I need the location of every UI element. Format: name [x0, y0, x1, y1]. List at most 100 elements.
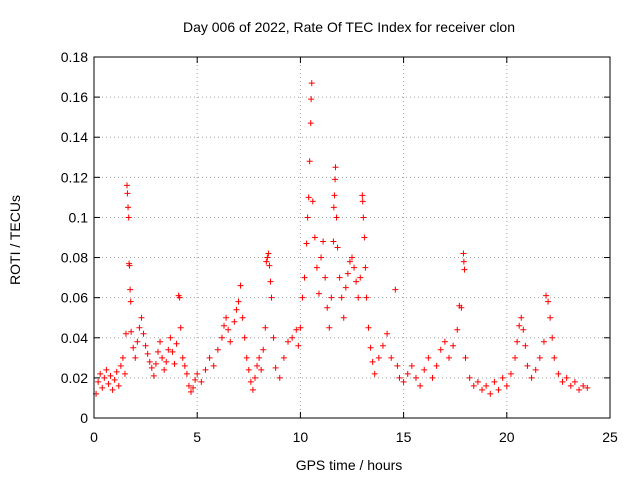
- data-point: [260, 346, 267, 353]
- data-point: [192, 376, 199, 383]
- data-point: [140, 330, 147, 337]
- data-point: [462, 354, 469, 361]
- data-point: [142, 342, 149, 349]
- data-point: [267, 278, 274, 285]
- data-point: [251, 374, 258, 381]
- data-point: [342, 284, 349, 291]
- data-point: [524, 362, 531, 369]
- data-point: [198, 378, 205, 385]
- data-point: [239, 314, 246, 321]
- data-point: [254, 362, 261, 369]
- data-point: [394, 362, 401, 369]
- data-point: [179, 354, 186, 361]
- y-tick-label: 0.18: [61, 49, 88, 65]
- data-point: [516, 322, 523, 329]
- data-point: [111, 376, 118, 383]
- data-point: [580, 382, 587, 389]
- data-point: [272, 364, 279, 371]
- data-point: [392, 286, 399, 293]
- data-point: [384, 330, 391, 337]
- data-point: [421, 366, 428, 373]
- y-tick-label: 0.08: [61, 250, 88, 266]
- data-point: [130, 344, 137, 351]
- data-point: [543, 292, 550, 299]
- data-point: [361, 234, 368, 241]
- data-point: [362, 264, 369, 271]
- data-point: [375, 354, 382, 361]
- x-tick-label: 5: [193, 429, 201, 445]
- data-point: [101, 374, 108, 381]
- data-point: [340, 314, 347, 321]
- data-point: [330, 238, 337, 245]
- data-point: [584, 384, 591, 391]
- data-point: [417, 382, 424, 389]
- data-point: [264, 254, 271, 261]
- data-point: [359, 198, 366, 205]
- data-point: [388, 354, 395, 361]
- data-point: [293, 326, 300, 333]
- data-point: [124, 182, 131, 189]
- data-point: [154, 348, 161, 355]
- data-point: [194, 370, 201, 377]
- x-axis-label: GPS time / hours: [296, 457, 403, 473]
- data-point: [567, 382, 574, 389]
- data-point: [487, 390, 494, 397]
- data-point: [336, 274, 343, 281]
- data-point: [371, 370, 378, 377]
- x-tick-label: 25: [602, 429, 618, 445]
- data-point: [119, 354, 126, 361]
- data-point: [150, 372, 157, 379]
- data-point: [520, 326, 527, 333]
- data-point: [266, 262, 273, 269]
- data-point: [241, 334, 248, 341]
- data-point: [518, 314, 525, 321]
- data-point: [338, 294, 345, 301]
- data-point: [117, 362, 124, 369]
- data-point: [303, 240, 310, 247]
- data-point: [235, 298, 242, 305]
- data-point: [474, 378, 481, 385]
- data-point: [563, 374, 570, 381]
- grid: [94, 57, 610, 418]
- data-point: [363, 294, 370, 301]
- data-point: [233, 306, 240, 313]
- data-point: [400, 378, 407, 385]
- data-point: [307, 120, 314, 127]
- data-point: [344, 270, 351, 277]
- data-point: [311, 234, 318, 241]
- data-point: [536, 354, 543, 361]
- y-tick-label: 0.1: [69, 209, 89, 225]
- data-point: [460, 250, 467, 257]
- data-point: [332, 164, 339, 171]
- data-point: [331, 192, 338, 199]
- data-point: [146, 358, 153, 365]
- data-point: [128, 328, 135, 335]
- data-point: [188, 388, 195, 395]
- data-point: [121, 370, 128, 377]
- data-point: [109, 386, 116, 393]
- data-point: [503, 382, 510, 389]
- data-point: [571, 378, 578, 385]
- data-point: [324, 304, 331, 311]
- data-point: [454, 326, 461, 333]
- data-point: [320, 238, 327, 245]
- data-point: [315, 290, 322, 297]
- data-point: [450, 342, 457, 349]
- data-point: [313, 264, 320, 271]
- scatter-points: [93, 80, 591, 397]
- data-point: [322, 274, 329, 281]
- y-tick-label: 0.14: [61, 129, 88, 145]
- data-point: [437, 346, 444, 353]
- data-point: [169, 348, 176, 355]
- data-point: [367, 344, 374, 351]
- data-point: [522, 342, 529, 349]
- data-point: [559, 378, 566, 385]
- data-point: [173, 340, 180, 347]
- data-point: [237, 282, 244, 289]
- data-point: [136, 324, 143, 331]
- data-point: [263, 258, 270, 265]
- data-point: [245, 366, 252, 373]
- data-point: [408, 362, 415, 369]
- x-tick-label: 15: [396, 429, 412, 445]
